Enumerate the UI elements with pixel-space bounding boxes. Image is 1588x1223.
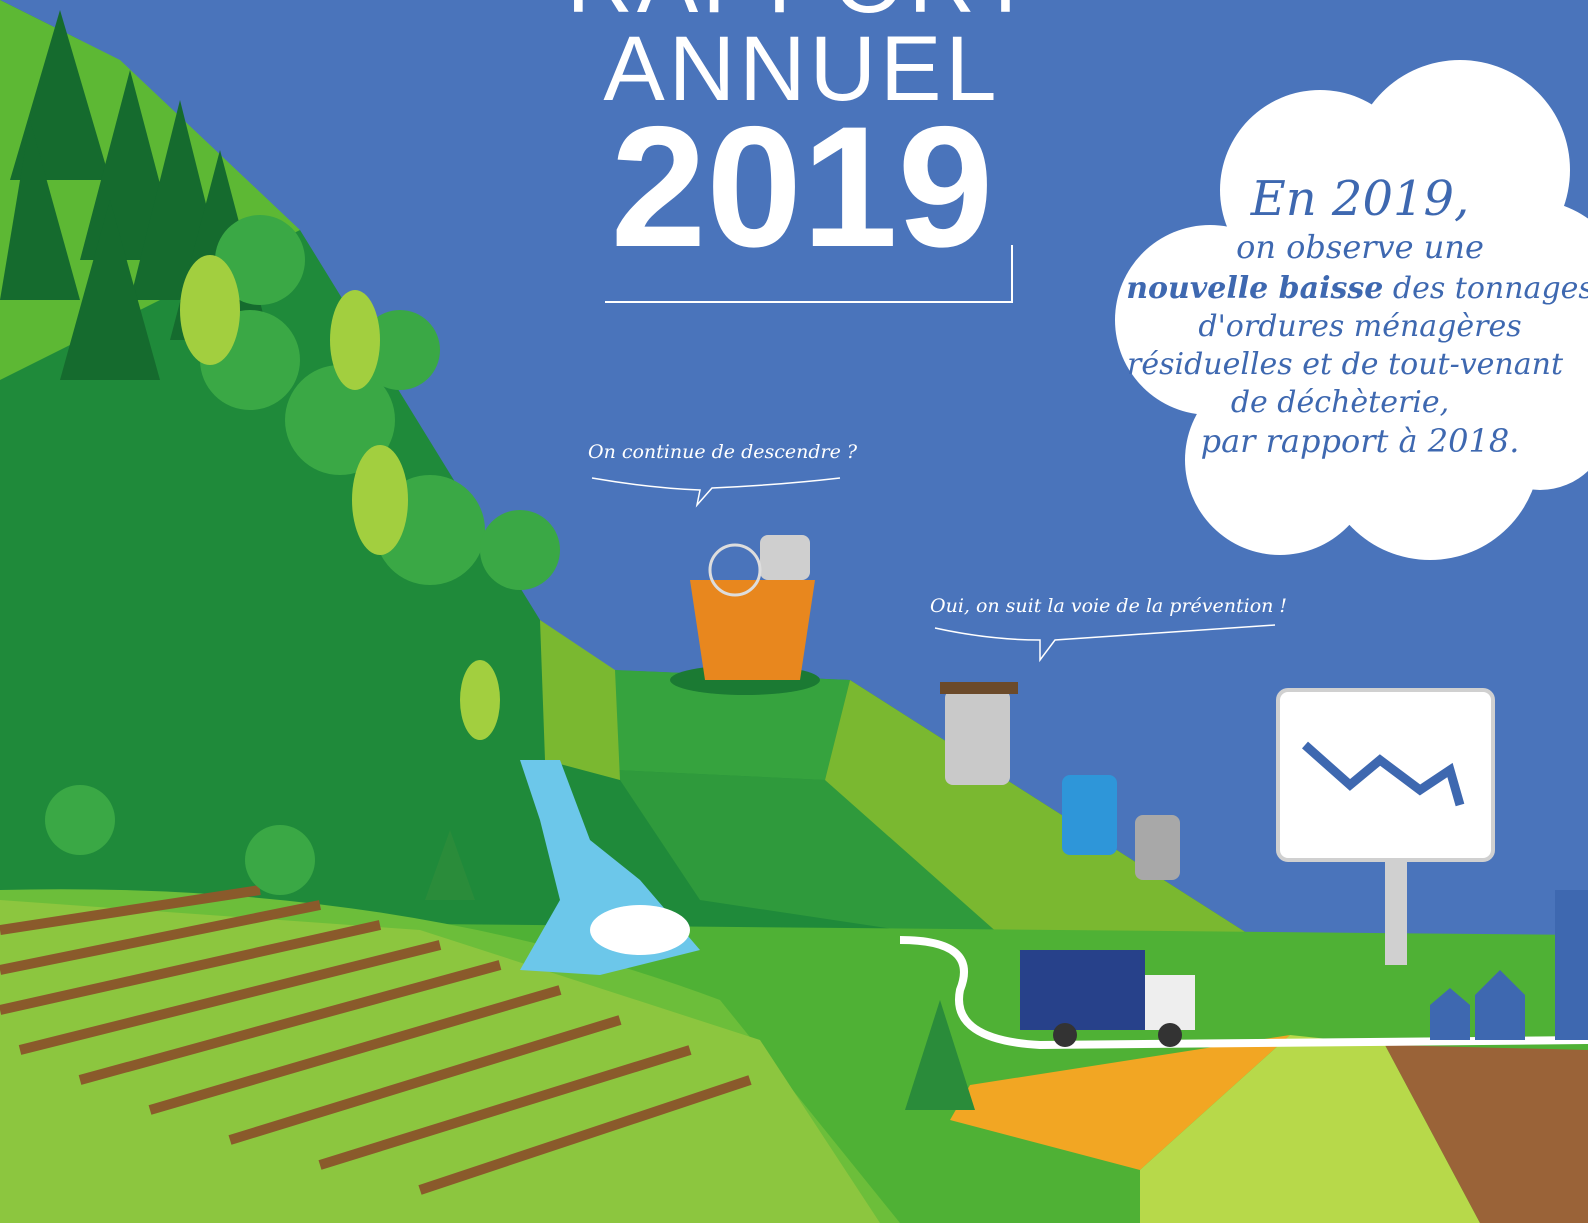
trees-part [180, 255, 500, 740]
trees-part-part [352, 445, 408, 555]
field-rows-part [148, 985, 562, 1115]
town-part [1020, 950, 1145, 1030]
trees-part-part [45, 785, 115, 855]
trees-part-part [245, 825, 315, 895]
landscape-part [590, 905, 690, 955]
cloud-line: d'ordures ménagères [1198, 309, 1521, 344]
characters-part [760, 535, 810, 580]
trees-part-part [425, 830, 475, 900]
trees-part-part [285, 365, 395, 475]
trees-part-part [460, 660, 500, 740]
landscape-part [540, 620, 1250, 935]
billboard-part [1276, 688, 1495, 862]
billboard [1276, 688, 1495, 965]
characters-part [940, 682, 1018, 694]
trees-part-part [60, 200, 160, 380]
field-rows-part [0, 885, 261, 935]
field-rows [0, 885, 752, 1195]
cloud [1115, 60, 1588, 560]
town-part [1158, 1023, 1182, 1047]
billboard-part [1302, 741, 1465, 807]
trees-part [0, 10, 270, 380]
field-rows-part [0, 900, 321, 975]
cloud-line: résiduelles et de tout-venant [1127, 347, 1564, 382]
billboard-part [1385, 855, 1407, 965]
trees-part-part [0, 120, 80, 300]
cloud-text: En 2019, on observe une nouvelle baisse … [1126, 171, 1588, 460]
trees-part-part [10, 10, 110, 180]
landscape-part [1385, 1045, 1588, 1223]
landscape-part [540, 620, 620, 780]
characters-part [945, 690, 1010, 785]
trees-part-part [180, 255, 240, 365]
landscape-part [0, 900, 880, 1223]
title-line: ANNUEL [603, 18, 1000, 120]
town-part [1475, 970, 1525, 1040]
speech-tail [934, 624, 1276, 663]
cloud-part [1220, 170, 1520, 470]
characters-part [1135, 815, 1180, 880]
field-rows-part [318, 1045, 692, 1170]
landscape-part [1140, 1035, 1480, 1223]
field-rows-part [0, 920, 382, 1015]
field-rows-part [228, 1015, 622, 1145]
town-part [1145, 975, 1195, 1030]
speech-tail [591, 477, 841, 508]
title-year: 2019 [611, 91, 994, 283]
characters [670, 535, 1180, 880]
cloud-line: on observe une [1236, 228, 1484, 266]
field-rows-part [418, 1075, 752, 1195]
cloud-line: de déchèterie, [1231, 385, 1449, 420]
speech-bubbles: On continue de descendre ? Oui, on suit … [588, 441, 1287, 663]
landscape-part [899, 936, 1588, 1050]
field-rows-part [78, 960, 502, 1085]
title-line: RAPPORT [566, 0, 1037, 32]
trees-part-part [480, 510, 560, 590]
title-bracket [605, 245, 1013, 303]
cloud-part [1470, 350, 1588, 490]
trees-part-part [360, 310, 440, 390]
cloud-line: nouvelle baisse des tonnages [1126, 271, 1588, 306]
town-part [1053, 1023, 1077, 1047]
speech-text: Oui, on suit la voie de la prévention ! [930, 595, 1287, 617]
cloud-line: par rapport à 2018. [1201, 422, 1520, 460]
characters-part [708, 543, 762, 597]
cloud-bold: nouvelle baisse [1126, 271, 1383, 306]
characters-part [1062, 775, 1117, 855]
cloud-rest: des tonnages [1393, 271, 1588, 306]
trees-part-part [215, 215, 305, 305]
trees [0, 10, 975, 1110]
cloud-line: En 2019, [1250, 171, 1470, 227]
trees-part [425, 830, 975, 1110]
landscape-part [615, 670, 850, 780]
title-block: RAPPORT ANNUEL 2019 [566, 0, 1037, 303]
trees-part-part [905, 1000, 975, 1110]
town [1020, 890, 1588, 1047]
speech-text: On continue de descendre ? [588, 441, 858, 463]
town-part [1555, 890, 1588, 1040]
town-part [1430, 988, 1470, 1040]
field-rows-part [18, 940, 442, 1055]
landscape-part [950, 1035, 1290, 1170]
trees-part-part [330, 290, 380, 390]
characters-part [690, 580, 815, 680]
